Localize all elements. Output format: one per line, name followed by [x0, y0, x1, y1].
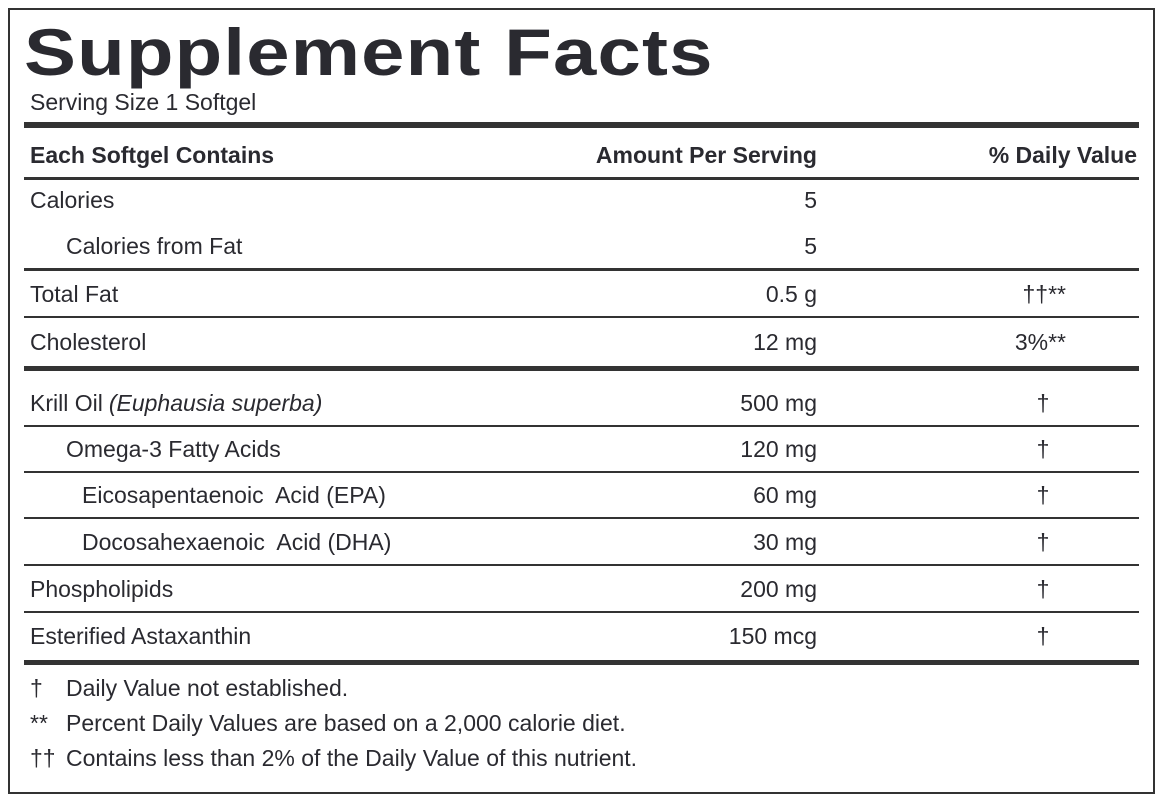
rule [24, 366, 1139, 371]
rule [24, 268, 1139, 271]
thick-rule [24, 660, 1139, 665]
serving-size: Serving Size 1 Softgel [30, 89, 257, 115]
column-header: Each Softgel Contains [30, 142, 275, 168]
title: Supplement Facts [24, 15, 714, 89]
nutrient-name: Krill Oil (Euphausia superba) [30, 390, 323, 416]
amount: 5 [804, 187, 817, 213]
nutrient-name: Calories from Fat [66, 233, 243, 259]
rule [24, 316, 1139, 318]
latin-name: (Euphausia superba) [108, 390, 323, 416]
amount: 5 [804, 233, 817, 259]
amount: 0.5 g [765, 281, 817, 307]
daily-value: 3%** [1014, 329, 1066, 355]
daily-value: † [1036, 436, 1050, 462]
rule [24, 564, 1139, 566]
footnote-symbol: ** [30, 710, 48, 736]
footnote-symbol: † [30, 675, 43, 701]
nutrient-name: Phospholipids [30, 576, 174, 602]
amount: 200 mg [740, 576, 817, 602]
daily-value: † [1036, 482, 1050, 508]
amount: 150 mcg [728, 623, 817, 649]
amount: 12 mg [753, 329, 817, 355]
daily-value: † [1036, 390, 1050, 416]
nutrient-name: Cholesterol [30, 329, 147, 355]
column-header: Amount Per Serving [595, 142, 817, 168]
rule [24, 517, 1139, 519]
rule [24, 425, 1139, 427]
footnote-symbol: †† [30, 745, 56, 771]
column-header: % Daily Value [988, 142, 1137, 168]
amount: 30 mg [753, 529, 817, 555]
rule [24, 611, 1139, 613]
footnote-text: Percent Daily Values are based on a 2,00… [66, 710, 626, 736]
nutrient-name: Calories [30, 187, 115, 213]
supplement-label: Supplement Facts Serving Size 1 Softgel … [8, 8, 1155, 794]
daily-value: † [1036, 576, 1050, 602]
footnote-text: Contains less than 2% of the Daily Value… [66, 745, 638, 771]
nutrient-name: Esterified Astaxanthin [30, 623, 252, 649]
nutrient-name: Omega-3 Fatty Acids [66, 436, 281, 462]
daily-value: † [1036, 529, 1050, 555]
nutrient-name: Eicosapentaenoic Acid (EPA) [82, 482, 386, 508]
thick-rule [24, 122, 1139, 128]
amount: 500 mg [740, 390, 817, 416]
amount: 120 mg [740, 436, 817, 462]
daily-value: † [1036, 623, 1050, 649]
rule [24, 471, 1139, 473]
nutrient-name: Docosahexaenoic Acid (DHA) [82, 529, 392, 555]
amount: 60 mg [753, 482, 817, 508]
nutrient-name: Total Fat [30, 281, 119, 307]
rule [24, 177, 1139, 180]
daily-value: ††** [1022, 281, 1066, 307]
footnote-text: Daily Value not established. [66, 675, 349, 701]
